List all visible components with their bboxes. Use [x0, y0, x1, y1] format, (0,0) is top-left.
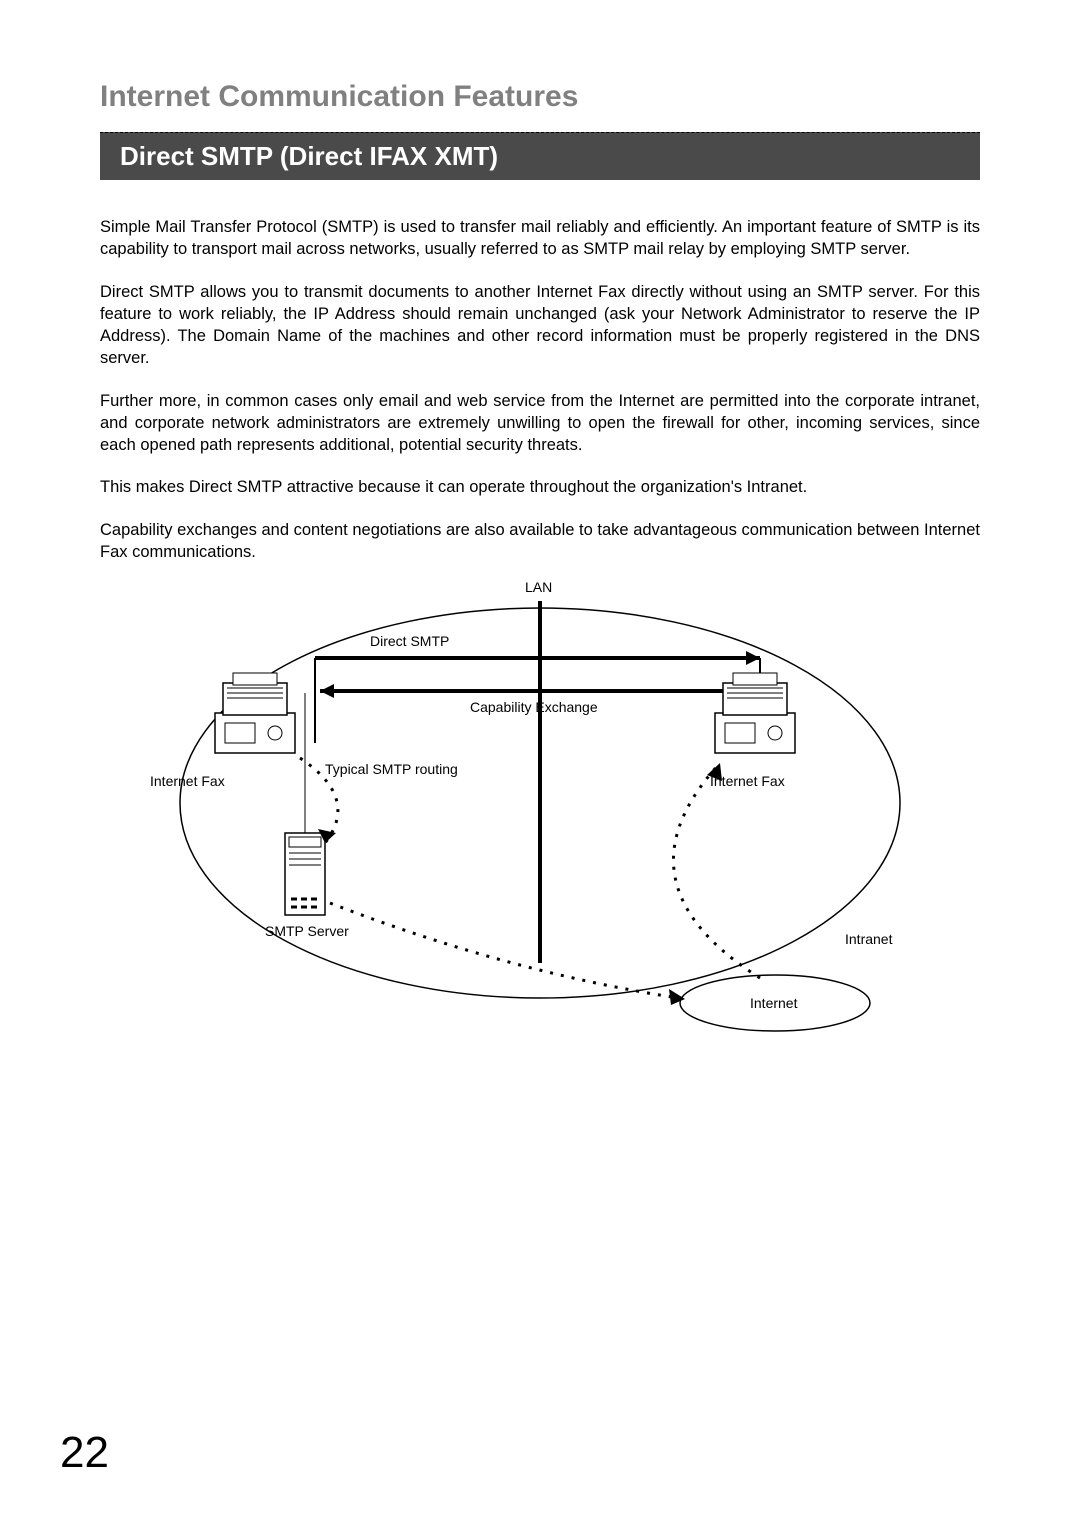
internet-fax-left-icon — [215, 673, 295, 753]
internet-fax-right-label: Internet Fax — [710, 773, 785, 789]
dotted-path-server-to-internet — [330, 903, 685, 999]
typical-smtp-routing-text: Typical SMTP routing — [325, 761, 458, 777]
paragraph-3: Further more, in common cases only email… — [100, 390, 980, 457]
internet-fax-left-label: Internet Fax — [150, 773, 225, 789]
internet-fax-right-icon — [715, 673, 795, 753]
sub-header: Direct SMTP (Direct IFAX XMT) — [100, 132, 980, 180]
paragraph-5: Capability exchanges and content negotia… — [100, 519, 980, 564]
page-number: 22 — [60, 1428, 109, 1478]
internet-label: Internet — [750, 995, 797, 1011]
page: Internet Communication Features Direct S… — [0, 0, 1080, 1528]
section-title: Internet Communication Features — [100, 80, 980, 114]
diagram-svg — [160, 583, 920, 1043]
capability-arrowhead — [320, 684, 334, 698]
capability-exchange-label: Capability Exchange — [470, 699, 598, 715]
paragraph-2: Direct SMTP allows you to transmit docum… — [100, 281, 980, 370]
intranet-label: Intranet — [845, 931, 892, 947]
paragraph-1: Simple Mail Transfer Protocol (SMTP) is … — [100, 216, 980, 261]
paragraph-4: This makes Direct SMTP attractive becaus… — [100, 476, 980, 498]
lan-label: LAN — [525, 579, 552, 595]
direct-smtp-label: Direct SMTP — [370, 633, 449, 649]
dotted-path-internet-to-fax — [673, 763, 760, 978]
direct-smtp-arrowhead — [746, 651, 760, 665]
smtp-server-label: SMTP Server — [265, 923, 349, 939]
typical-smtp-routing-label: Typical SMTP routing — [325, 761, 458, 777]
smtp-server-icon — [285, 833, 325, 915]
network-diagram: LAN Direct SMTP Capability Exchange Inte… — [160, 583, 920, 1043]
